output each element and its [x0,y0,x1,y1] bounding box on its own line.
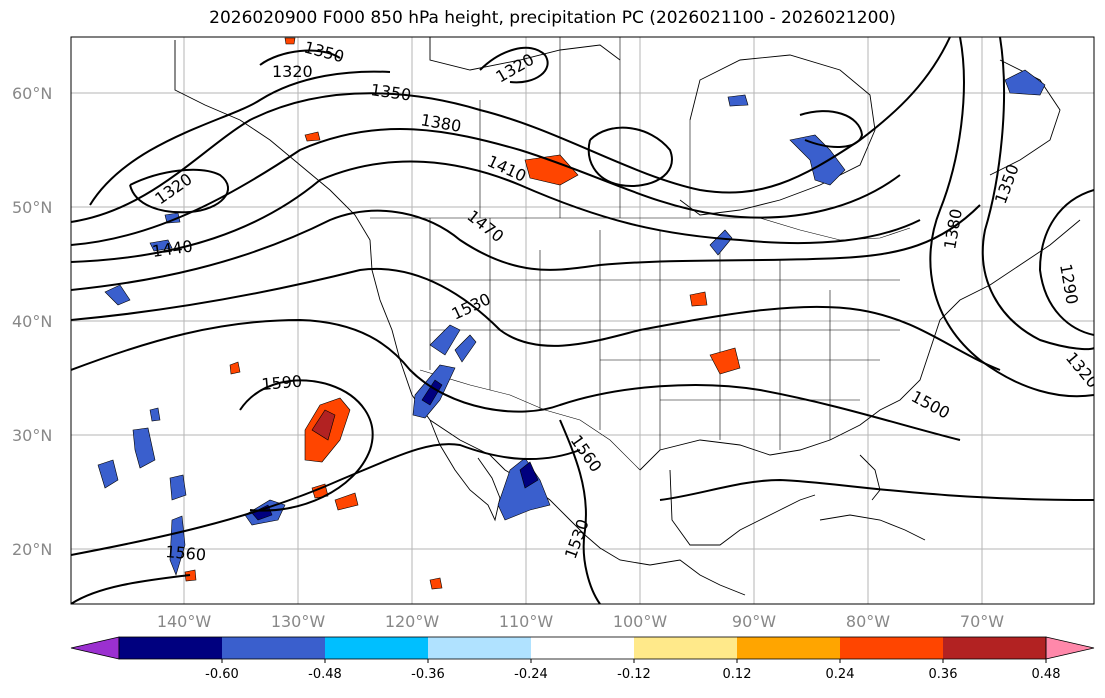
lon-label: 110°W [499,612,554,631]
lon-label: 100°W [613,612,668,631]
colorbar-extend-high [1045,636,1095,660]
colorbar-segment [943,637,1046,659]
lat-label: 40°N [12,312,52,331]
contour-label: 1320 [272,62,313,81]
colorbar-segment [119,637,222,659]
colorbar-tick-label: -0.24 [514,667,548,682]
colorbar-segment [840,637,943,659]
colorbar-tick-label: -0.36 [411,667,445,682]
colorbar-extend-low [70,636,120,660]
colorbar: -0.60 -0.48 -0.36 -0.24 -0.12 0.12 0.24 0.36 0.4… [70,636,1095,682]
colorbar-tick-label: -0.12 [617,667,651,682]
colorbar-tick-label: 0.12 [723,667,752,682]
lon-label: 70°W [960,612,1004,631]
contour-label: 1560 [165,542,207,564]
lon-label: 130°W [271,612,326,631]
lat-label: 50°N [12,198,52,217]
map-border [70,36,1095,605]
colorbar-segment [634,637,737,659]
lon-label: 140°W [157,612,212,631]
colorbar-tick-label: -0.60 [205,667,239,682]
colorbar-frame [118,636,1047,660]
longitude-labels: 140°W 130°W 120°W 110°W 100°W 90°W 80°W … [157,612,1004,631]
height-contours [71,37,1094,604]
latitude-labels: 60°N 50°N 40°N 30°N 20°N [12,84,52,559]
colorbar-segment [737,637,840,659]
colorbar-tick-label: 0.24 [826,667,855,682]
map-title: 2026020900 F000 850 hPa height, precipit… [209,8,896,28]
coastlines [174,37,1081,596]
colorbar-segment [222,637,325,659]
colorbar-segment [325,637,428,659]
lon-label: 90°W [732,612,776,631]
colorbar-tick-label: -0.48 [308,667,342,682]
lat-label: 30°N [12,426,52,445]
lat-label: 60°N [12,84,52,103]
colorbar-tick-label: 0.48 [1032,667,1061,682]
lon-label: 120°W [385,612,440,631]
contour-label: 1590 [261,372,303,394]
colorbar-segment [531,637,634,659]
lon-label: 80°W [846,612,890,631]
colorbar-tick-label: 0.36 [929,667,958,682]
precip-anomaly-shading [97,37,1046,590]
colorbar-segment [428,637,531,659]
lat-label: 20°N [12,540,52,559]
